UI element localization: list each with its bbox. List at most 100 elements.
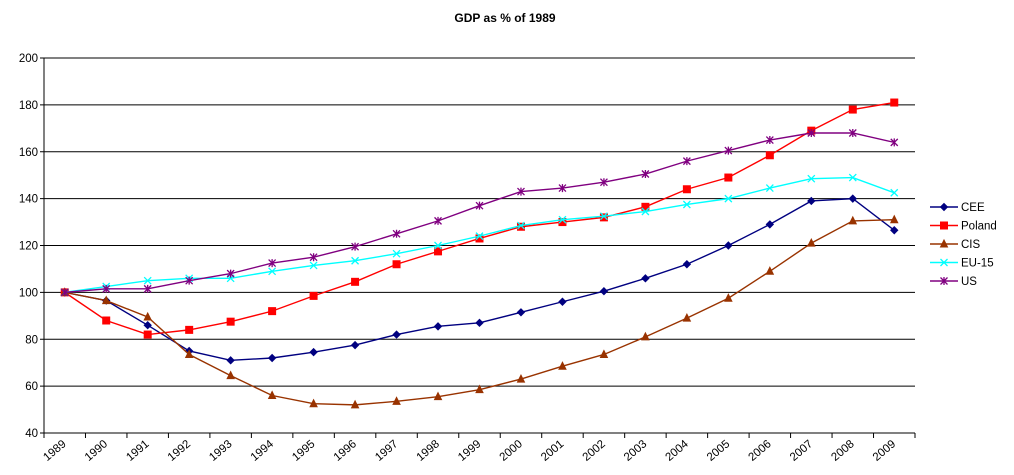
data-point: [558, 361, 567, 370]
data-point: [641, 170, 650, 179]
x-tick-label: 2008: [829, 438, 856, 464]
data-point: [309, 291, 318, 300]
data-point: [724, 241, 733, 250]
data-point: [434, 247, 443, 256]
series-us: [60, 129, 899, 297]
y-tick-label: 160: [19, 147, 38, 159]
data-point: [434, 216, 442, 225]
data-point: [268, 307, 277, 316]
y-tick-label: 200: [19, 53, 38, 65]
data-point: [475, 384, 484, 394]
legend-item-us: US: [930, 276, 977, 288]
data-point: [558, 215, 567, 224]
data-point: [558, 218, 567, 227]
data-point: [392, 229, 401, 238]
data-point: [392, 249, 401, 258]
legend-item-cee: CEE: [930, 202, 985, 214]
data-point: [350, 340, 360, 350]
chart-title: GDP as % of 1989: [454, 11, 555, 25]
legend-marker: [939, 238, 949, 248]
data-point: [351, 277, 360, 286]
data-point: [143, 284, 152, 293]
legend-item-poland: Poland: [930, 221, 997, 233]
x-tick-label: 1996: [332, 438, 359, 464]
data-point: [890, 138, 899, 147]
data-point: [392, 330, 401, 339]
data-point: [143, 330, 152, 339]
data-point: [475, 318, 484, 328]
data-point: [309, 398, 318, 408]
data-point: [226, 370, 235, 380]
legend-item-eu-15: EU-15: [930, 258, 994, 270]
data-point: [309, 253, 318, 262]
legend: CEE Poland CIS EU-15 US: [930, 202, 997, 288]
data-point: [433, 322, 443, 331]
x-tick-labels: 1989 1990 1991 1992 1993 1994 1995 1996 1997 1998…: [41, 438, 898, 464]
data-point: [848, 129, 857, 137]
data-point: [475, 234, 484, 243]
data-point: [226, 317, 235, 326]
data-point: [641, 207, 650, 216]
data-point: [475, 232, 484, 241]
x-tick-label: 1999: [456, 438, 483, 464]
data-point: [724, 146, 733, 155]
data-point: [558, 184, 567, 193]
data-point: [765, 184, 774, 193]
data-point: [848, 105, 857, 114]
data-point: [599, 178, 608, 187]
legend-label: CEE: [961, 202, 985, 214]
y-tick-label: 100: [19, 287, 38, 299]
series-line-cis: [64, 219, 895, 406]
data-point: [641, 331, 650, 341]
data-point: [765, 151, 774, 160]
y-tick-labels: 40 60 80 100 120 140 160 180 200: [19, 53, 38, 440]
data-point: [226, 269, 235, 278]
legend-marker: [940, 277, 948, 285]
data-point: [890, 226, 899, 235]
data-point: [682, 157, 691, 166]
data-point: [143, 311, 152, 321]
data-point: [433, 391, 443, 401]
data-point: [350, 399, 360, 409]
data-point: [765, 220, 775, 229]
data-point: [309, 347, 318, 357]
y-tick-label: 40: [25, 428, 38, 440]
x-tick-label: 2007: [788, 438, 815, 464]
data-point: [848, 215, 858, 225]
data-point: [517, 187, 525, 196]
data-point: [475, 201, 484, 210]
data-point: [807, 174, 816, 183]
data-point: [517, 221, 525, 230]
legend-marker: [939, 202, 949, 212]
data-point: [807, 238, 816, 247]
x-tick-label: 1991: [124, 438, 151, 464]
data-point: [143, 276, 152, 285]
x-tick-label: 1993: [207, 438, 234, 464]
x-tick-label: 2006: [746, 438, 773, 464]
x-tick-label: 2009: [871, 438, 898, 464]
data-point: [268, 267, 277, 276]
x-tick-label: 2000: [498, 438, 525, 464]
data-point: [351, 242, 360, 251]
data-point: [185, 276, 194, 285]
x-tick-label: 2002: [581, 438, 608, 464]
data-point: [516, 308, 526, 317]
y-tick-label: 140: [19, 194, 38, 206]
x-tick-label: 1998: [415, 438, 442, 464]
legend-item-cis: CIS: [930, 238, 981, 251]
data-point: [848, 173, 857, 182]
x-tick-label: 1997: [373, 438, 400, 464]
data-point: [724, 173, 733, 182]
data-point: [102, 284, 111, 293]
series-cee: [60, 194, 899, 365]
x-tick-label: 1992: [166, 438, 193, 464]
y-tick-label: 60: [25, 381, 38, 393]
legend-marker: [940, 221, 948, 230]
data-point: [599, 349, 609, 358]
data-point: [434, 241, 442, 250]
data-point: [351, 256, 360, 265]
series-poland: [60, 98, 899, 339]
data-point: [185, 325, 194, 334]
y-tick-label: 120: [19, 241, 38, 253]
